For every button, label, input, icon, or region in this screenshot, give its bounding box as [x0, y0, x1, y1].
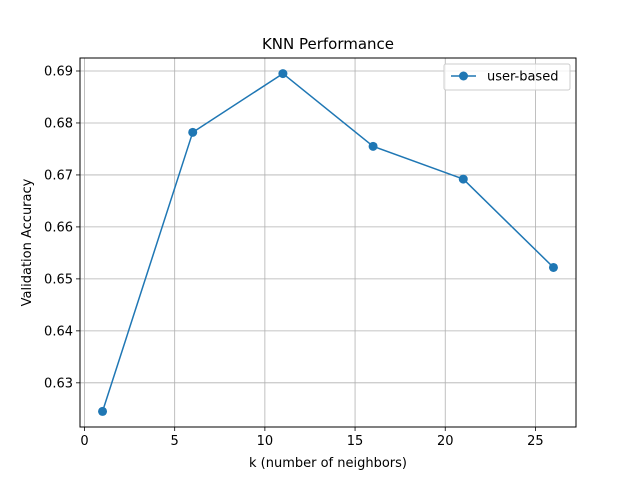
data-series	[98, 69, 558, 416]
x-tick-label: 20	[437, 434, 454, 449]
x-tick-label: 0	[80, 434, 88, 449]
y-tick-label: 0.68	[44, 116, 73, 131]
y-tick-label: 0.64	[44, 324, 73, 339]
legend-box	[443, 63, 571, 91]
legend: user-based	[443, 63, 571, 91]
y-tick-label: 0.63	[44, 376, 73, 391]
legend-marker-user-based	[459, 71, 468, 81]
x-tick-label: 15	[347, 434, 364, 449]
data-point	[368, 141, 378, 151]
y-tick-label: 0.66	[44, 220, 73, 235]
data-point	[548, 262, 558, 272]
chart-title: KNN Performance	[262, 35, 394, 53]
data-point	[458, 174, 468, 184]
plot-area	[80, 58, 576, 427]
legend-label-user-based: user-based	[487, 70, 558, 85]
series-line-user-based	[101, 72, 554, 412]
data-point	[98, 406, 108, 416]
plot-frame	[79, 57, 577, 428]
y-axis-title: Validation Accuracy	[20, 178, 35, 306]
data-point	[188, 127, 198, 137]
x-tick-label: 5	[171, 434, 179, 449]
y-tick-label: 0.67	[44, 168, 73, 183]
data-point	[278, 69, 288, 79]
x-axis-title: k (number of neighbors)	[249, 456, 407, 471]
y-tick-label: 0.69	[44, 64, 73, 79]
grid	[80, 58, 576, 427]
x-tick-label: 10	[257, 434, 274, 449]
y-tick-label: 0.65	[44, 272, 73, 287]
x-tick-label: 25	[527, 434, 544, 449]
axes: 0 5 10 15 20 25 0.63 0.64 0.65 0.66 0.67 0.68 0.69	[44, 64, 544, 449]
